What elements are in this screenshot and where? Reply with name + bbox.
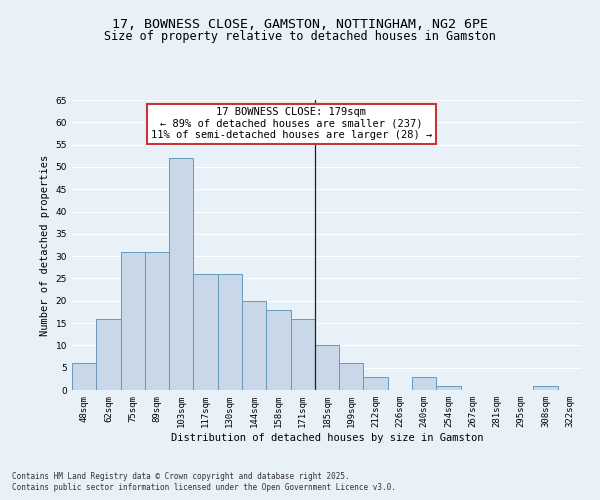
Bar — [412, 376, 436, 390]
Bar — [533, 386, 558, 390]
X-axis label: Distribution of detached houses by size in Gamston: Distribution of detached houses by size … — [171, 432, 483, 442]
Bar — [266, 310, 290, 390]
Bar — [218, 274, 242, 390]
Bar — [121, 252, 145, 390]
Bar — [96, 318, 121, 390]
Bar — [315, 346, 339, 390]
Bar — [72, 363, 96, 390]
Bar — [364, 376, 388, 390]
Bar — [436, 386, 461, 390]
Text: Contains HM Land Registry data © Crown copyright and database right 2025.: Contains HM Land Registry data © Crown c… — [12, 472, 350, 481]
Bar — [242, 301, 266, 390]
Bar — [339, 363, 364, 390]
Bar — [290, 318, 315, 390]
Bar — [169, 158, 193, 390]
Text: 17, BOWNESS CLOSE, GAMSTON, NOTTINGHAM, NG2 6PE: 17, BOWNESS CLOSE, GAMSTON, NOTTINGHAM, … — [112, 18, 488, 30]
Bar — [193, 274, 218, 390]
Y-axis label: Number of detached properties: Number of detached properties — [40, 154, 50, 336]
Text: Size of property relative to detached houses in Gamston: Size of property relative to detached ho… — [104, 30, 496, 43]
Text: 17 BOWNESS CLOSE: 179sqm
← 89% of detached houses are smaller (237)
11% of semi-: 17 BOWNESS CLOSE: 179sqm ← 89% of detach… — [151, 108, 432, 140]
Bar — [145, 252, 169, 390]
Text: Contains public sector information licensed under the Open Government Licence v3: Contains public sector information licen… — [12, 483, 396, 492]
